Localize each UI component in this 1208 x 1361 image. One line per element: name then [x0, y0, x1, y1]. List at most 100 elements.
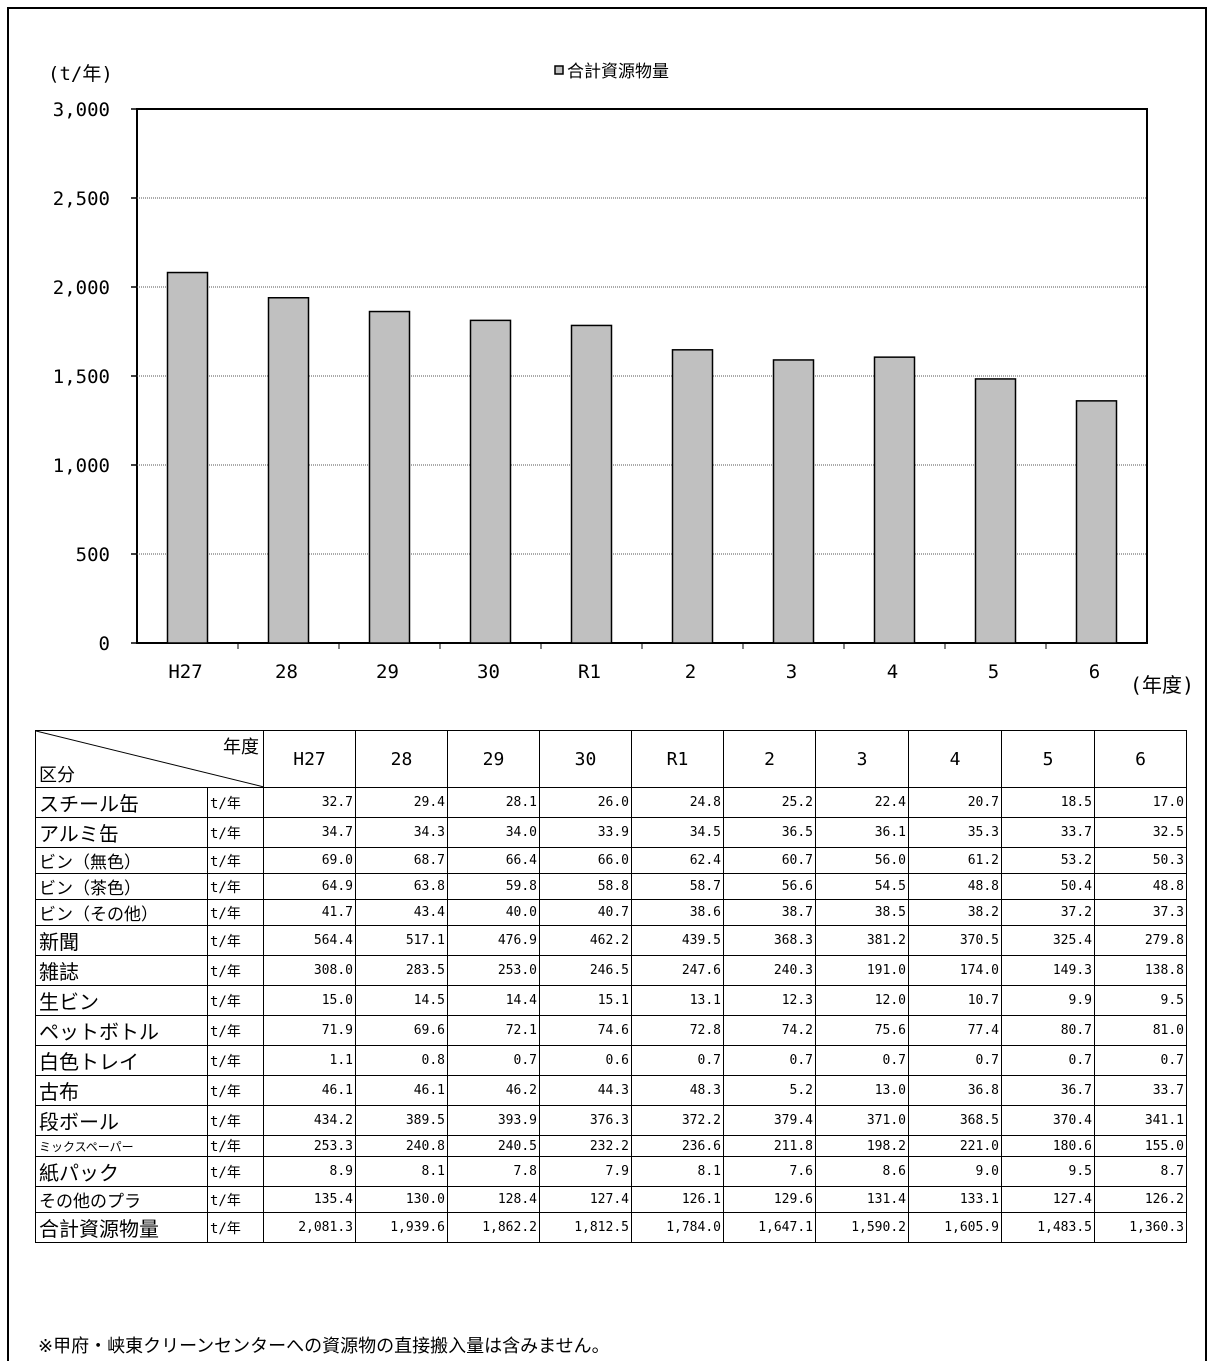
row-unit: t/年	[207, 847, 264, 874]
table-cell: 36.7	[1001, 1075, 1095, 1106]
table-cell: 40.0	[447, 899, 540, 926]
table-cell: 7.8	[447, 1156, 540, 1187]
table-cell: 15.0	[263, 985, 356, 1016]
bar	[873, 356, 916, 644]
table-cell: 9.5	[1001, 1156, 1095, 1187]
bar-chart: 0 500 1,000 1,500 2,000 2,500 3,000 (t/年) H27 28 2…	[48, 62, 1194, 697]
y-tick-label: 1,000	[53, 455, 110, 477]
table-cell: 371.0	[815, 1105, 909, 1136]
x-tick-label: 5	[988, 661, 999, 683]
table-row: 雑誌 t/年 308.0 283.5 253.0 246.5 247.6 240.3 191.0…	[35, 955, 1187, 986]
table-row: ミックスペーパー t/年 253.3 240.8 240.5 232.2 236.6 211.…	[35, 1135, 1187, 1157]
row-unit: t/年	[207, 1015, 264, 1046]
row-category-label: 合計資源物量	[35, 1212, 208, 1243]
table-cell: 368.3	[723, 925, 816, 956]
x-tick-label: 29	[376, 661, 399, 683]
table-cell: 48.8	[908, 873, 1002, 900]
table-cell: 8.7	[1094, 1156, 1187, 1187]
figure-frame	[7, 7, 1207, 1361]
table-cell: 138.8	[1094, 955, 1187, 986]
table-row: 古布 t/年 46.1 46.1 46.2 44.3 48.3 5.2 13.0 36.8 36.7…	[35, 1075, 1187, 1106]
table-cell: 35.3	[908, 817, 1002, 848]
table-row: 新聞 t/年 564.4 517.1 476.9 462.2 439.5 368.3 381.2…	[35, 925, 1187, 956]
row-category-label: 生ビン	[35, 985, 208, 1016]
x-tick-label: 3	[786, 661, 797, 683]
table-cell: 50.4	[1001, 873, 1095, 900]
table-cell: 40.7	[539, 899, 632, 926]
table-cell: 34.3	[355, 817, 448, 848]
table-cell: 61.2	[908, 847, 1002, 874]
y-tick-label: 0	[99, 633, 110, 655]
table-cell: 240.5	[447, 1135, 540, 1157]
table-cell: 75.6	[815, 1015, 909, 1046]
row-category-label: ビン（茶色）	[35, 873, 208, 900]
table-cell: 253.3	[263, 1135, 356, 1157]
table-row: ビン（その他） t/年 41.7 43.4 40.0 40.7 38.6 38.7 38.5 38…	[35, 899, 1187, 926]
table-cell: 127.4	[1001, 1186, 1095, 1213]
table-cell: 283.5	[355, 955, 448, 986]
table-year-header: 2	[723, 730, 816, 788]
y-tick-label: 2,000	[53, 277, 110, 299]
bar	[570, 324, 613, 644]
table-cell: 0.7	[908, 1045, 1002, 1076]
table-corner-cell: 年度 区分	[35, 730, 264, 788]
table-cell: 1,939.6	[355, 1212, 448, 1243]
table-row: スチール缶 t/年 32.7 29.4 28.1 26.0 24.8 25.2 22.4 20.7…	[35, 787, 1187, 818]
table-year-header: 6	[1094, 730, 1187, 788]
table-cell: 69.6	[355, 1015, 448, 1046]
row-unit: t/年	[207, 985, 264, 1016]
table-cell: 58.7	[631, 873, 724, 900]
table-cell: 1,784.0	[631, 1212, 724, 1243]
row-category-label: スチール缶	[35, 787, 208, 818]
data-table: 年度 区分 H27 28 29 30 R1 2 3 4 5 6 スチール缶 t/年 32.7 29.4 2…	[35, 730, 1187, 1243]
table-cell: 71.9	[263, 1015, 356, 1046]
y-axis-label: (t/年)	[48, 63, 113, 85]
table-cell: 135.4	[263, 1186, 356, 1213]
table-cell: 13.1	[631, 985, 724, 1016]
table-row: 段ボール t/年 434.2 389.5 393.9 376.3 372.2 379.4 371…	[35, 1105, 1187, 1136]
table-year-header: 5	[1001, 730, 1095, 788]
row-category-label: 段ボール	[35, 1105, 208, 1136]
bar	[671, 349, 714, 644]
table-year-header: R1	[631, 730, 724, 788]
table-cell: 34.0	[447, 817, 540, 848]
table-cell: 33.7	[1001, 817, 1095, 848]
table-cell: 253.0	[447, 955, 540, 986]
x-tick-label: 6	[1089, 661, 1100, 683]
table-cell: 74.6	[539, 1015, 632, 1046]
table-cell: 66.4	[447, 847, 540, 874]
table-row: ビン（茶色） t/年 64.9 63.8 59.8 58.8 58.7 56.6 54.5 48.…	[35, 873, 1187, 900]
table-year-header: 29	[447, 730, 540, 788]
table-cell: 48.8	[1094, 873, 1187, 900]
table-cell: 17.0	[1094, 787, 1187, 818]
bar	[974, 378, 1017, 644]
row-category-label: 紙パック	[35, 1156, 208, 1187]
legend-swatch	[554, 65, 564, 75]
table-cell: 36.1	[815, 817, 909, 848]
row-unit: t/年	[207, 1075, 264, 1106]
table-cell: 149.3	[1001, 955, 1095, 986]
table-cell: 14.4	[447, 985, 540, 1016]
table-cell: 1,812.5	[539, 1212, 632, 1243]
table-cell: 211.8	[723, 1135, 816, 1157]
table-cell: 48.3	[631, 1075, 724, 1106]
table-cell: 12.0	[815, 985, 909, 1016]
table-cell: 8.6	[815, 1156, 909, 1187]
table-cell: 54.5	[815, 873, 909, 900]
table-cell: 9.0	[908, 1156, 1002, 1187]
table-cell: 38.7	[723, 899, 816, 926]
table-cell: 7.6	[723, 1156, 816, 1187]
x-tick-label: 4	[887, 661, 898, 683]
row-category-label: 新聞	[35, 925, 208, 956]
row-unit: t/年	[207, 925, 264, 956]
table-cell: 2,081.3	[263, 1212, 356, 1243]
table-cell: 368.5	[908, 1105, 1002, 1136]
table-cell: 14.5	[355, 985, 448, 1016]
table-cell: 53.2	[1001, 847, 1095, 874]
table-cell: 517.1	[355, 925, 448, 956]
table-cell: 9.9	[1001, 985, 1095, 1016]
row-unit: t/年	[207, 1135, 264, 1157]
table-year-header: H27	[263, 730, 356, 788]
table-row: アルミ缶 t/年 34.7 34.3 34.0 33.9 34.5 36.5 36.1 35.3 3…	[35, 817, 1187, 848]
table-cell: 25.2	[723, 787, 816, 818]
